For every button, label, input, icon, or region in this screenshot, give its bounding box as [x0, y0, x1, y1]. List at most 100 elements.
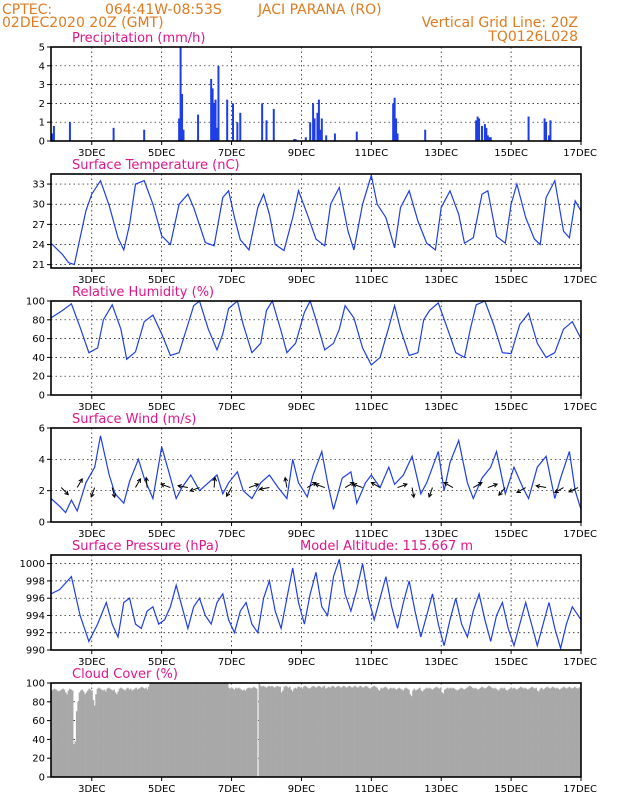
- cloud-bar: [432, 688, 435, 777]
- cloud-xtick-label: 7DEC: [218, 784, 245, 795]
- cloud-bar: [276, 685, 279, 777]
- cloud-bar: [391, 688, 394, 777]
- cloud-bar: [221, 683, 223, 777]
- precip-bar: [317, 99, 320, 141]
- humidity-ytick-label: 100: [26, 297, 45, 308]
- wind-arrow-shaft: [473, 482, 483, 488]
- cloud-bar: [295, 688, 298, 777]
- cloud-bar: [385, 687, 388, 777]
- cloud-bar: [183, 683, 186, 777]
- wind-arrow-head: [254, 483, 260, 488]
- cloud-bar: [338, 686, 341, 777]
- cloud-bar: [412, 690, 414, 777]
- wind-arrow-shaft: [60, 487, 69, 495]
- precip-bar: [143, 129, 146, 141]
- cloud-bar: [414, 690, 417, 777]
- cloud-bar: [160, 683, 163, 777]
- humidity-ytick-label: 40: [32, 353, 45, 364]
- cloud-bar: [118, 688, 121, 777]
- cloud-bar: [243, 689, 246, 777]
- wind-arrow-head: [258, 486, 264, 492]
- wind-arrow: [314, 483, 325, 489]
- cloud-bar: [452, 687, 454, 777]
- cloud-bar: [122, 689, 125, 777]
- cloud-bar: [277, 686, 280, 777]
- cloud-bar: [175, 683, 178, 777]
- wind-arrow-shaft: [443, 482, 454, 488]
- wind-arrow-head: [568, 488, 574, 493]
- pressure-ytick-label: 996: [26, 594, 45, 605]
- cloud-bar: [93, 705, 96, 777]
- cloud-bar: [420, 690, 423, 777]
- cloud-bar: [482, 687, 485, 777]
- cloud-bar: [529, 687, 532, 777]
- precip-bar: [325, 135, 328, 141]
- wind-arrow: [427, 487, 433, 498]
- wind-arrow: [568, 487, 579, 493]
- wind-arrow-head: [314, 483, 320, 488]
- precip-xtick-label: 7DEC: [218, 148, 245, 159]
- cloud-bar: [543, 688, 546, 777]
- wind-arrow-shaft: [76, 478, 83, 488]
- wind-arrow-head: [493, 483, 499, 488]
- wind-arrow-shaft: [428, 487, 433, 498]
- humidity-frame: [50, 300, 582, 396]
- cloud-bar: [535, 687, 538, 777]
- cloud-bar: [399, 688, 402, 777]
- station-label: JACI PARANA (RO): [257, 2, 382, 18]
- cloud-bar: [74, 741, 77, 777]
- precip-xtick-label: 15DEC: [494, 148, 528, 159]
- wind-arrow-head: [349, 482, 355, 487]
- temperature-xtick-label: 13DEC: [424, 275, 458, 286]
- cloud-bar: [219, 683, 222, 777]
- cloud-bar: [239, 688, 241, 777]
- precip-bar: [355, 131, 358, 141]
- wind-arrow-shaft: [111, 487, 116, 498]
- cloud-xtick-label: 5DEC: [148, 784, 175, 795]
- precip-title: Precipitation (mm/h): [72, 31, 205, 46]
- cloud-bar: [546, 686, 549, 777]
- wind-arrow-head: [498, 491, 503, 496]
- cloud-bar: [457, 689, 460, 777]
- wind-arrow-shaft: [411, 487, 415, 498]
- cloud-bar: [485, 687, 488, 777]
- cloud-bar: [201, 683, 204, 777]
- pressure-ytick-label: 998: [26, 576, 45, 587]
- cloud-bar: [461, 688, 464, 777]
- precip-bar: [239, 112, 242, 141]
- wind-arrow-shaft: [568, 487, 579, 493]
- cloud-bar: [192, 683, 194, 777]
- cloud-bar: [237, 687, 240, 777]
- wind-arrow-shaft: [315, 483, 325, 489]
- cloud-bar: [540, 687, 543, 777]
- wind-line: [50, 435, 582, 514]
- wind-arrow-head: [370, 482, 376, 487]
- wind-arrow-head: [283, 476, 289, 482]
- cloud-bar: [99, 688, 102, 777]
- cloud-bar: [531, 686, 533, 777]
- precip-bar: [309, 122, 312, 141]
- precip-bar: [232, 103, 235, 141]
- cloud-bar: [153, 683, 156, 777]
- cloud-bar: [176, 683, 179, 777]
- cloud-bar: [208, 683, 211, 777]
- cloud-bar: [421, 691, 424, 777]
- cloud-bar: [261, 686, 264, 777]
- cloud-bar: [164, 683, 167, 777]
- cloud-bar: [124, 690, 127, 777]
- precip-bar: [211, 88, 214, 141]
- precip-bar: [312, 103, 315, 141]
- cloud-bar: [416, 689, 419, 777]
- precip-xtick-label: 3DEC: [78, 148, 105, 159]
- cloud-bar: [71, 690, 74, 777]
- wind-arrow: [397, 483, 408, 489]
- cloud-bar: [316, 686, 319, 777]
- pressure-xtick-label: 11DEC: [354, 657, 388, 668]
- cloud-bar: [158, 683, 161, 777]
- cloud-bar: [367, 687, 370, 777]
- cloud-bar: [430, 688, 432, 777]
- pressure-frame: [50, 554, 582, 651]
- cloud-bar: [304, 685, 306, 777]
- cloud-bar: [378, 690, 381, 777]
- precip-bar: [396, 133, 399, 141]
